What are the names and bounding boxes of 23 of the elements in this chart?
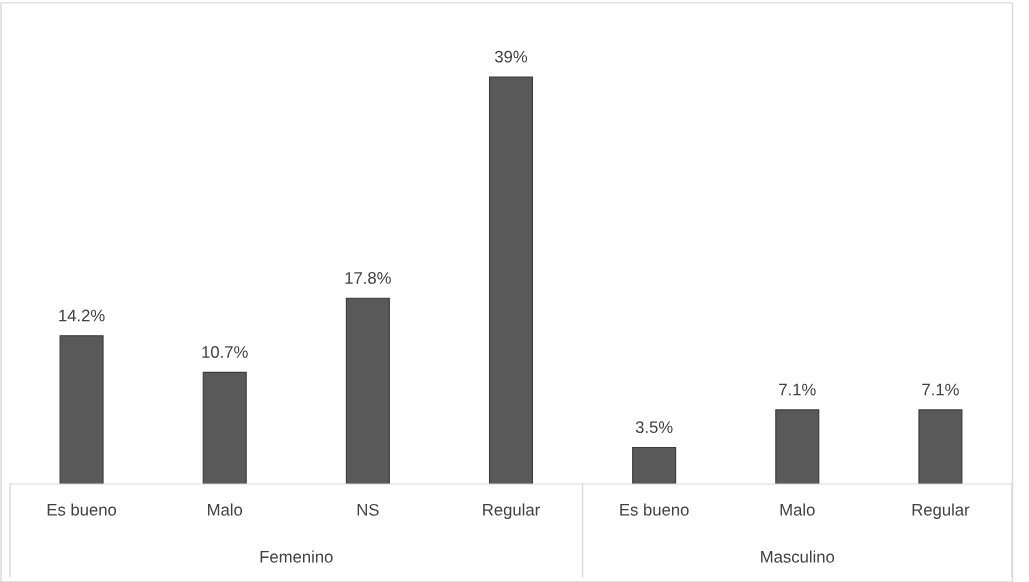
bar bbox=[918, 409, 963, 484]
data-label: 17.8% bbox=[345, 272, 391, 284]
data-label: 10.7% bbox=[202, 346, 248, 358]
bar bbox=[202, 371, 247, 484]
bar bbox=[632, 446, 677, 484]
x-tick-label: Malo bbox=[780, 503, 815, 516]
data-label: 39% bbox=[494, 50, 528, 63]
x-tick-label: Es bueno bbox=[620, 503, 689, 516]
bar bbox=[488, 76, 534, 484]
x-tick-label: Regular bbox=[912, 503, 970, 519]
data-label: 14.2% bbox=[59, 309, 105, 322]
bar bbox=[59, 335, 104, 484]
bar bbox=[345, 297, 390, 484]
data-label: 7.1% bbox=[779, 383, 816, 396]
data-label: 3.5% bbox=[635, 421, 673, 434]
text: Masculino bbox=[761, 550, 835, 563]
bar bbox=[775, 409, 820, 484]
x-tick-label: NS bbox=[357, 503, 379, 516]
data-label: 7.1% bbox=[922, 383, 959, 396]
text: Femenino bbox=[260, 550, 333, 563]
x-tick-label: Regular bbox=[483, 503, 540, 519]
x-tick-label: Es bueno bbox=[47, 503, 117, 516]
x-tick-label: Malo bbox=[208, 503, 243, 516]
